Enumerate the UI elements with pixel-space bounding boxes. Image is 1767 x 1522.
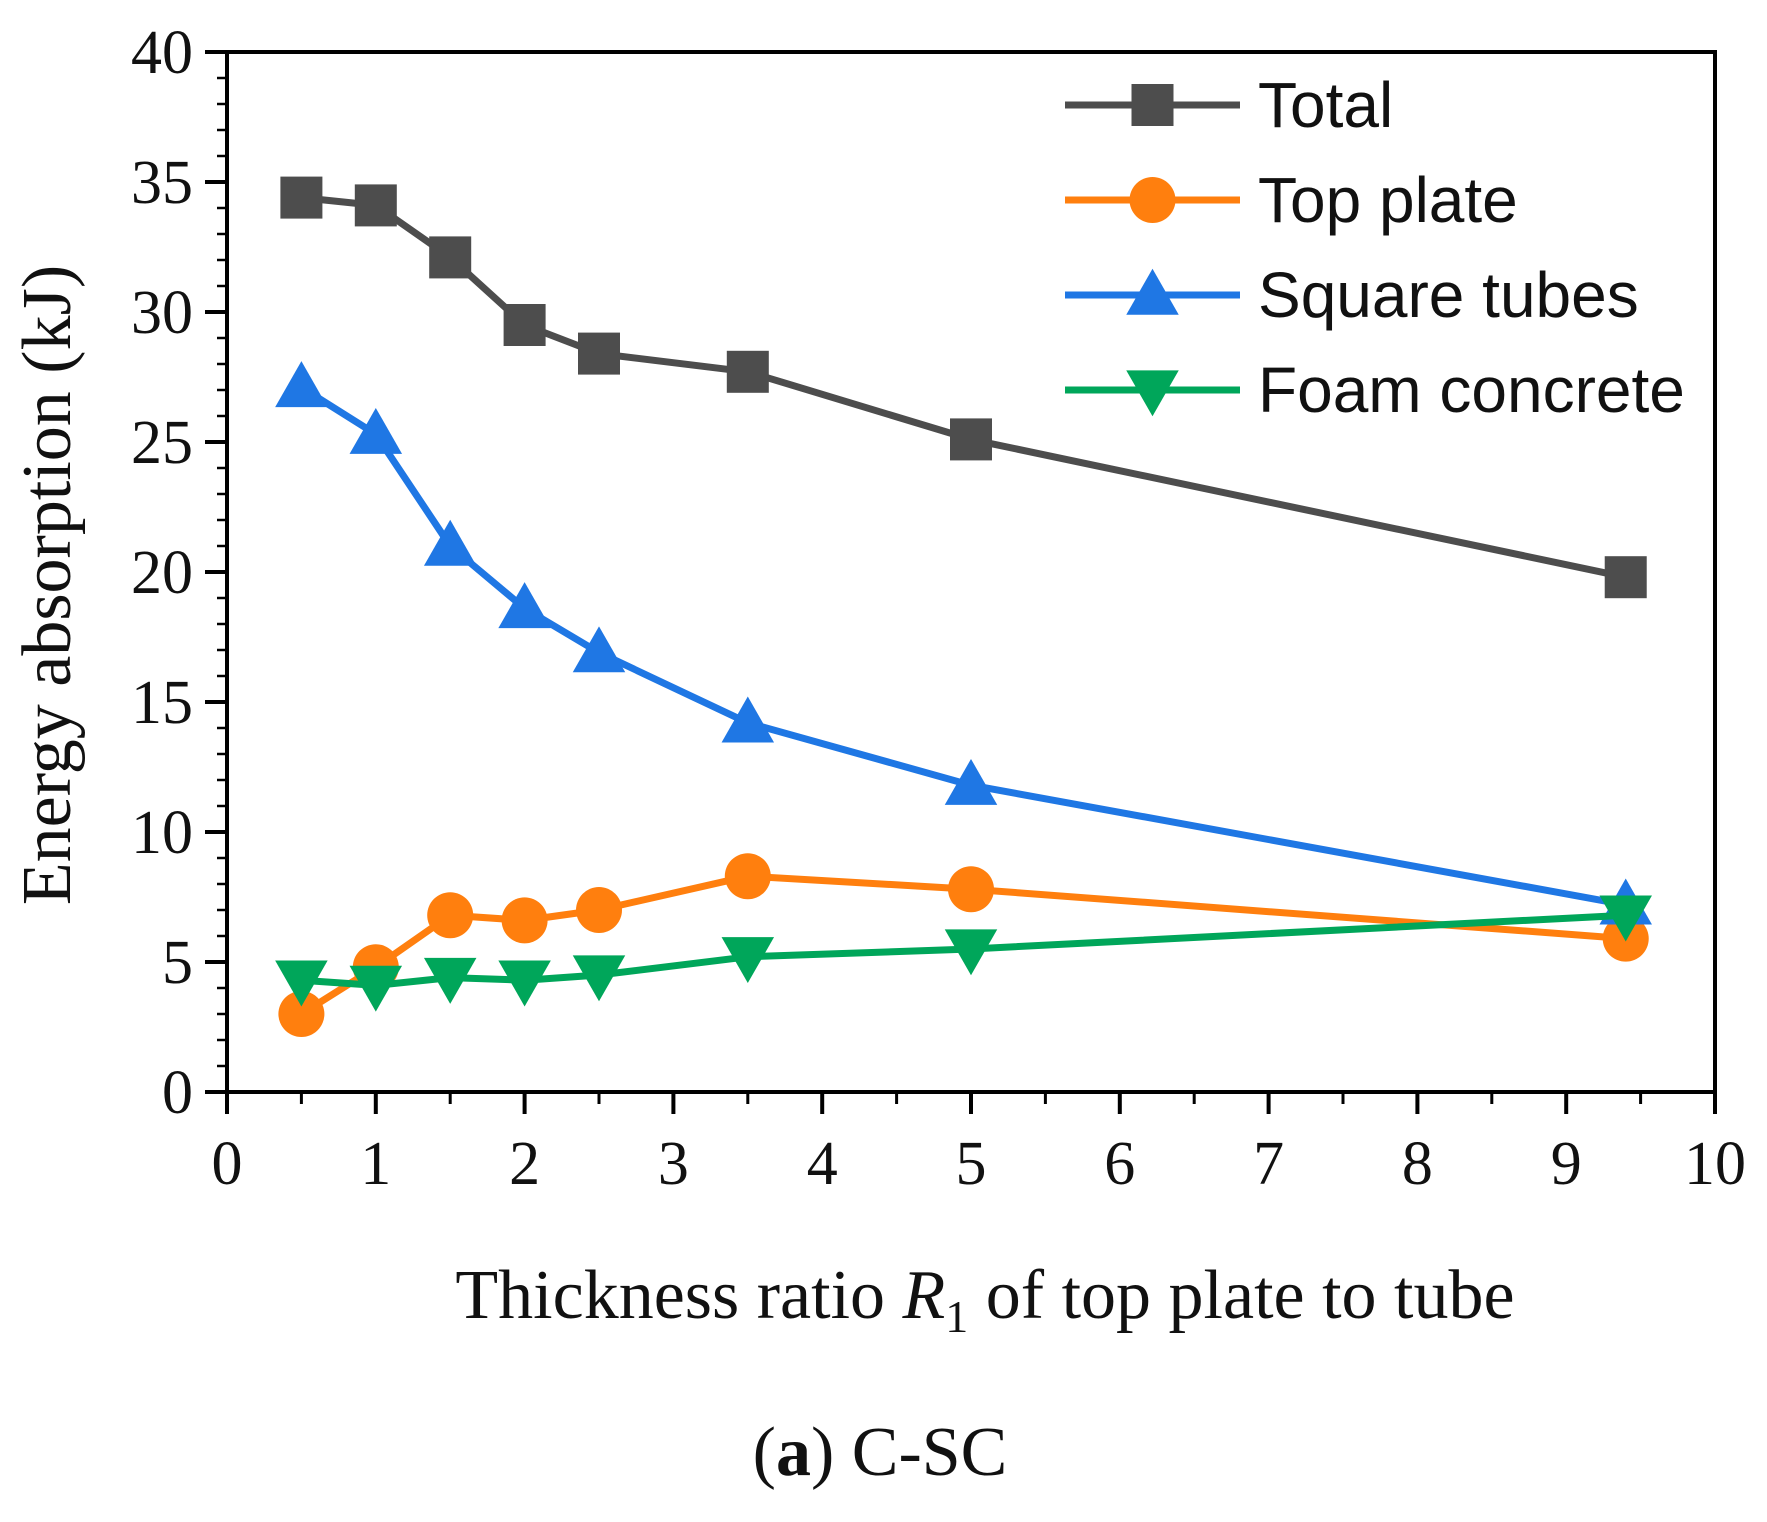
caption-text: C-SC: [852, 1414, 1008, 1491]
data-point-foam-concrete: [572, 955, 626, 1002]
data-point-total: [578, 332, 620, 375]
data-point-top-plate: [948, 866, 994, 913]
y-tick-label: 10: [131, 799, 193, 867]
y-tick-label: 5: [162, 929, 193, 997]
x-axis-title-suffix: of top plate to tube: [968, 1257, 1514, 1334]
data-point-total: [503, 304, 546, 346]
legend-label-square-tubes: Square tubes: [1258, 259, 1639, 331]
data-point-top-plate: [576, 887, 622, 933]
legend-item-total: Total: [1065, 69, 1393, 141]
data-point-square-tubes: [572, 626, 626, 673]
x-tick-label: 7: [1253, 1130, 1284, 1198]
x-tick-label: 4: [807, 1130, 838, 1198]
x-tick-label: 6: [1104, 1130, 1135, 1198]
x-axis-title-prefix: Thickness ratio: [455, 1257, 902, 1334]
legend-marker-top-plate: [1129, 177, 1176, 223]
x-tick-label: 9: [1551, 1130, 1582, 1198]
x-tick-label: 5: [956, 1130, 987, 1198]
legend-label-total: Total: [1258, 69, 1393, 141]
data-point-total: [726, 350, 769, 393]
y-tick-label: 25: [131, 409, 193, 477]
x-tick-label: 2: [509, 1130, 540, 1198]
x-tick-label: 8: [1402, 1130, 1433, 1198]
legend: Total Top plate Square tubes Foam concrete: [1065, 69, 1685, 426]
data-point-total: [950, 418, 992, 461]
legend-item-top-plate: Top plate: [1065, 164, 1518, 236]
series-total: [280, 176, 1647, 599]
x-axis-title: Thickness ratio R1 of top plate to tube: [455, 1257, 1514, 1342]
x-tick-label: 0: [212, 1130, 243, 1198]
x-tick-label: 3: [658, 1130, 689, 1198]
data-point-square-tubes: [721, 696, 775, 743]
y-axis-title: Energy absorption (kJ): [9, 265, 86, 905]
data-point-top-plate: [724, 853, 771, 900]
data-point-square-tubes: [498, 582, 551, 629]
data-point-total: [280, 176, 323, 219]
data-point-foam-concrete: [349, 965, 403, 1012]
data-point-foam-concrete: [275, 960, 328, 1007]
legend-item-foam-concrete: Foam concrete: [1065, 354, 1685, 426]
y-tick-label: 0: [162, 1059, 193, 1127]
x-tick-label: 10: [1684, 1130, 1746, 1198]
data-point-foam-concrete: [1599, 895, 1652, 942]
y-tick-label: 30: [131, 279, 193, 347]
data-point-square-tubes: [944, 758, 998, 805]
caption-open-paren: (: [753, 1414, 776, 1491]
data-point-square-tubes: [349, 407, 403, 454]
data-point-total: [1604, 556, 1647, 599]
data-point-top-plate: [427, 892, 474, 939]
data-point-foam-concrete: [721, 937, 775, 984]
data-point-top-plate: [501, 897, 548, 944]
series-line-square-tubes: [299, 384, 1627, 909]
legend-label-foam-concrete: Foam concrete: [1258, 354, 1685, 426]
data-point-total: [429, 236, 472, 279]
data-point-top-plate: [278, 991, 325, 1037]
x-axis-title-subscript: 1: [945, 1291, 968, 1342]
legend-marker-square-tubes: [1126, 268, 1179, 315]
y-tick-label: 20: [131, 539, 193, 607]
x-tick-label: 1: [360, 1130, 391, 1198]
caption-close-paren: ): [811, 1414, 852, 1491]
y-tick-label: 15: [131, 669, 193, 737]
legend-item-square-tubes: Square tubes: [1065, 259, 1639, 331]
legend-label-top-plate: Top plate: [1258, 164, 1518, 236]
data-point-foam-concrete: [944, 929, 998, 976]
data-point-square-tubes: [423, 519, 477, 566]
y-tick-label: 35: [131, 149, 193, 217]
axes: 0 1 2 3 4 5 6 7 8 9 10 0 5 10 15 20 25 30 35 40: [131, 19, 1746, 1198]
legend-marker-foam-concrete: [1126, 370, 1179, 417]
x-axis-title-variable: R: [902, 1257, 946, 1334]
series-layer: [275, 176, 1652, 1037]
caption-label-letter: a: [776, 1414, 811, 1491]
legend-marker-total: [1131, 84, 1174, 126]
series-foam-concrete: [275, 895, 1652, 1012]
figure-caption: (a) C-SC: [753, 1414, 1008, 1491]
data-point-foam-concrete: [498, 960, 551, 1007]
data-point-square-tubes: [275, 361, 328, 408]
data-point-foam-concrete: [423, 957, 477, 1004]
data-point-total: [354, 184, 397, 227]
y-tick-label: 40: [131, 19, 193, 87]
